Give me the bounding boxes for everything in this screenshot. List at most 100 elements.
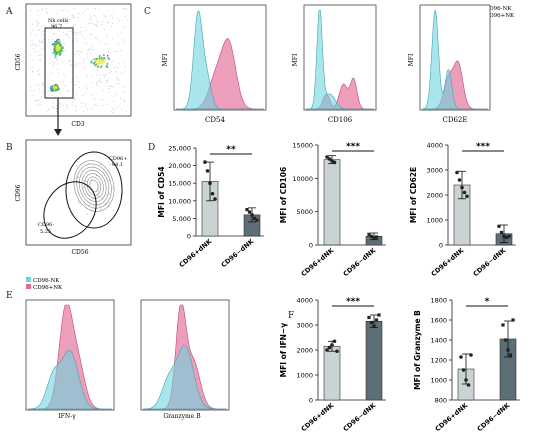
flow-dot [88, 49, 90, 50]
flow-dot [35, 44, 37, 46]
flow-dot [54, 48, 56, 51]
flow-dot [55, 32, 57, 34]
y-axis-label: MFI of IFN−γ [279, 323, 288, 378]
flow-dot [118, 80, 120, 81]
y-tick-label: 4000 [426, 142, 443, 150]
flow-dot [82, 13, 84, 14]
flow-dot [108, 88, 110, 90]
flow-dot [37, 9, 39, 11]
flow-dot [102, 59, 105, 62]
flow-dot [39, 29, 40, 31]
flow-dot [31, 43, 33, 45]
flow-dot [90, 16, 92, 18]
flow-dot [101, 105, 103, 107]
outlier-dot [101, 197, 103, 198]
flow-dot [123, 27, 125, 29]
flow-dot [32, 66, 34, 68]
flow-dot [41, 41, 43, 43]
flow-dot [74, 65, 76, 67]
data-point [330, 343, 334, 347]
flow-dot [54, 56, 57, 58]
flow-dot [113, 109, 115, 111]
flow-dot [68, 99, 70, 101]
flow-dot [86, 88, 88, 90]
flow-dot [63, 31, 65, 33]
flow-dot [90, 34, 92, 36]
flow-dot [75, 33, 77, 35]
data-point [455, 170, 459, 175]
flow-dot [96, 81, 98, 83]
histogram-cd54 [173, 4, 267, 111]
flow-dot [84, 58, 86, 60]
y-tick-label: 5000 [296, 208, 313, 216]
flow-dot [59, 102, 61, 104]
outlier-dot [86, 208, 88, 210]
flow-dot [74, 61, 76, 63]
flow-dot [47, 86, 49, 88]
flow-dot [102, 61, 104, 64]
flow-dot [85, 69, 87, 71]
outlier-dot [112, 188, 114, 189]
flow-dot [94, 23, 96, 25]
data-point [502, 234, 506, 238]
flow-dot [77, 33, 78, 35]
flow-dot [91, 60, 93, 62]
flow-dot [66, 104, 68, 106]
flow-dot [105, 84, 107, 86]
flow-dot [75, 32, 77, 34]
flow-dot [103, 89, 105, 91]
flow-dot [123, 71, 125, 73]
outlier-dot [103, 169, 105, 171]
flow-dot [71, 81, 73, 83]
flow-dot [58, 23, 60, 25]
flow-dot [56, 86, 59, 88]
flow-dot [87, 108, 89, 110]
bar-chart-cd62e: 0 1000 2000 3000 4000 MFI of CD62E CD96+dNK CD9… [409, 142, 516, 278]
flow-dot [37, 29, 39, 31]
flow-dot [94, 15, 96, 17]
flow-dot [69, 30, 71, 32]
data-point [203, 160, 207, 164]
flow-dot [100, 62, 103, 65]
flow-dot [39, 104, 41, 106]
flow-dot [85, 86, 87, 88]
flow-dot [44, 25, 46, 27]
flow-dot [67, 106, 68, 108]
flow-dot [36, 20, 37, 22]
flow-dot [56, 12, 58, 14]
flow-dot [55, 49, 58, 52]
flow-dot [60, 48, 63, 50]
significance-label: *** [476, 142, 490, 152]
significance-label: *** [346, 297, 360, 307]
y-tick-label: 800 [435, 397, 447, 405]
y-axis-label: MFI of CD54 [157, 166, 166, 217]
flow-dot [41, 101, 43, 103]
flow-dot [51, 66, 53, 68]
flow-dot [53, 42, 55, 45]
data-point [506, 348, 510, 352]
flow-dot [96, 75, 98, 77]
outlier-dot [105, 204, 107, 206]
flow-dot [95, 17, 97, 19]
flow-dot [56, 108, 58, 110]
flow-dot [53, 33, 55, 35]
flow-dot [76, 83, 78, 85]
data-point [255, 218, 259, 222]
flow-dot [104, 16, 106, 18]
flow-dot [47, 76, 49, 78]
flow-dot [78, 32, 80, 34]
flow-dot [95, 25, 97, 27]
flow-dot [63, 51, 65, 53]
flow-dot [71, 102, 73, 104]
flow-dot [85, 30, 87, 32]
flow-dot [81, 51, 83, 53]
data-point [325, 155, 329, 159]
flow-dot [90, 61, 92, 64]
flow-dot [106, 62, 109, 65]
flow-dot [118, 83, 120, 85]
flow-dot [118, 78, 120, 80]
flow-dot [34, 44, 36, 46]
flow-dot [87, 7, 89, 9]
flow-dot [103, 61, 105, 63]
outlier-dot [86, 181, 87, 182]
